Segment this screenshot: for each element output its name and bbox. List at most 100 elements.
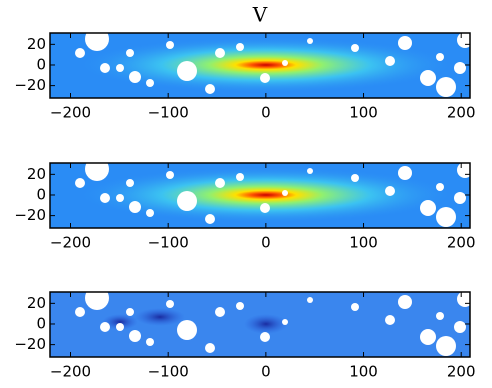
- masked-star: [146, 338, 154, 346]
- x-tick-label: −200: [50, 104, 91, 122]
- masked-star: [126, 179, 134, 187]
- y-tick-label: −20: [14, 206, 46, 224]
- x-tick-label: 100: [349, 234, 378, 252]
- masked-star: [116, 194, 124, 202]
- masked-star: [420, 200, 436, 216]
- masked-star: [85, 286, 109, 310]
- x-tick-label: 100: [349, 104, 378, 122]
- masked-star: [282, 60, 288, 66]
- x-tick-label: −100: [148, 363, 189, 381]
- masked-star: [129, 330, 141, 342]
- y-tick-label: 0: [36, 314, 46, 332]
- masked-star: [385, 315, 395, 325]
- masked-star: [177, 191, 197, 211]
- masked-star: [75, 307, 85, 317]
- masked-star: [282, 319, 288, 325]
- masked-star: [116, 323, 124, 331]
- masked-star: [126, 308, 134, 316]
- masked-star: [260, 203, 270, 213]
- x-tick-label: 100: [349, 363, 378, 381]
- residual-feature: [244, 314, 288, 334]
- masked-star: [205, 214, 215, 224]
- x-tick-label: 0: [261, 363, 271, 381]
- masked-star: [351, 303, 359, 311]
- x-tick-label: −100: [148, 104, 189, 122]
- y-tick-label: 0: [36, 55, 46, 73]
- masked-star: [351, 44, 359, 52]
- masked-star: [126, 49, 134, 57]
- y-tick-label: 20: [27, 35, 46, 53]
- masked-star: [215, 48, 225, 58]
- masked-star: [398, 36, 412, 50]
- masked-star: [215, 178, 225, 188]
- masked-star: [307, 38, 313, 44]
- masked-star: [236, 43, 244, 51]
- masked-star: [166, 300, 174, 308]
- residual-feature: [102, 314, 138, 330]
- masked-star: [385, 56, 395, 66]
- masked-star: [205, 343, 215, 353]
- plot-frame: [49, 162, 471, 229]
- galaxy: [75, 166, 456, 223]
- y-tick-label: 0: [36, 185, 46, 203]
- chart-title: V: [252, 3, 268, 27]
- galaxy: [75, 36, 456, 93]
- masked-star: [454, 321, 466, 333]
- x-tick-label: 200: [447, 363, 476, 381]
- masked-star: [436, 77, 456, 97]
- x-tick-label: −200: [50, 363, 91, 381]
- x-tick-label: 0: [261, 104, 271, 122]
- x-tick-label: 200: [447, 234, 476, 252]
- masked-star: [351, 174, 359, 182]
- masked-star: [436, 336, 456, 356]
- masked-star: [260, 332, 270, 342]
- masked-star: [454, 62, 466, 74]
- masked-star: [260, 73, 270, 83]
- masked-star: [116, 64, 124, 72]
- masked-star: [85, 27, 109, 51]
- x-tick-label: 200: [447, 104, 476, 122]
- masked-star: [166, 171, 174, 179]
- masked-star: [485, 198, 492, 208]
- masked-star: [146, 209, 154, 217]
- masked-star: [146, 79, 154, 87]
- masked-star: [236, 302, 244, 310]
- masked-star: [215, 307, 225, 317]
- plot-frame: [49, 32, 471, 99]
- masked-star: [398, 295, 412, 309]
- masked-star: [398, 166, 412, 180]
- residual-feature: [135, 308, 185, 326]
- masked-star: [100, 322, 110, 332]
- masked-star: [485, 68, 492, 78]
- masked-star: [177, 320, 197, 340]
- masked-star: [100, 193, 110, 203]
- masked-star: [75, 178, 85, 188]
- y-tick-label: −20: [14, 335, 46, 353]
- masked-star: [420, 329, 436, 345]
- masked-star: [436, 53, 444, 61]
- masked-star: [454, 192, 466, 204]
- masked-star: [436, 312, 444, 320]
- masked-star: [75, 48, 85, 58]
- y-tick-label: 20: [27, 165, 46, 183]
- x-tick-label: 0: [261, 234, 271, 252]
- masked-star: [282, 190, 288, 196]
- masked-star: [166, 41, 174, 49]
- masked-star: [100, 63, 110, 73]
- masked-star: [236, 173, 244, 181]
- masked-star: [385, 186, 395, 196]
- masked-star: [307, 297, 313, 303]
- masked-star: [436, 183, 444, 191]
- masked-star: [205, 84, 215, 94]
- masked-star: [420, 70, 436, 86]
- masked-star: [485, 327, 492, 337]
- x-tick-label: −100: [148, 234, 189, 252]
- y-tick-label: 20: [27, 294, 46, 312]
- plot-frame: [49, 291, 471, 358]
- masked-star: [307, 168, 313, 174]
- y-tick-label: −20: [14, 76, 46, 94]
- masked-star: [436, 207, 456, 227]
- masked-star: [129, 201, 141, 213]
- masked-star: [85, 157, 109, 181]
